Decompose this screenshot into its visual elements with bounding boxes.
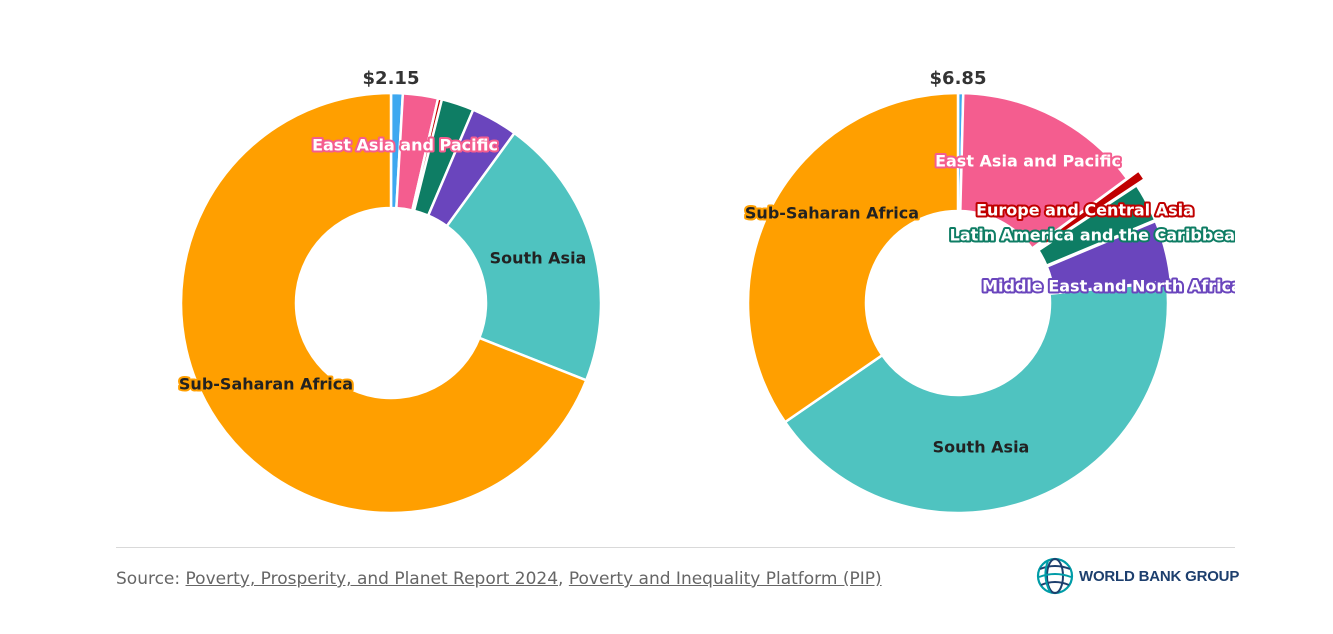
world-bank-logo[interactable]: WORLD BANK GROUP xyxy=(1036,557,1239,595)
donut-chart-1: $2.15 East Asia and Pacific South Asia Sub-… xyxy=(177,68,603,515)
label-sub-saharan-africa: Sub-Saharan Africa xyxy=(745,204,919,223)
source-prefix: Source: xyxy=(116,569,186,589)
label-south-asia: South Asia xyxy=(490,249,587,268)
chart-2-title: $6.85 xyxy=(930,68,987,89)
divider xyxy=(116,547,1235,548)
label-south-asia: South Asia xyxy=(933,438,1030,457)
logo-text: WORLD BANK GROUP xyxy=(1079,567,1240,585)
source-link-report[interactable]: Poverty, Prosperity, and Planet Report 2… xyxy=(185,569,559,589)
source-link-pip[interactable]: Poverty and Inequality Platform (PIP) xyxy=(568,569,882,589)
chart-1-title: $2.15 xyxy=(363,68,420,89)
label-latin-america-and-the-caribbean: Latin America and the Caribbean xyxy=(950,226,1247,245)
slice-sub-saharan-africa[interactable] xyxy=(746,91,960,424)
slice-sub-saharan-africa[interactable] xyxy=(179,91,588,515)
label-sub-saharan-africa: Sub-Saharan Africa xyxy=(179,375,353,394)
slice-south-asia[interactable] xyxy=(445,131,603,382)
label-europe-and-central-asia: Europe and Central Asia xyxy=(976,201,1194,220)
label-east-asia-and-pacific: East Asia and Pacific xyxy=(312,136,498,155)
slice-middle-east-and-north-africa[interactable] xyxy=(1045,219,1173,295)
label-middle-east-and-north-africa: Middle East and North Africa xyxy=(982,277,1242,296)
label-east-asia-and-pacific: East Asia and Pacific xyxy=(935,152,1121,171)
slice-south-asia[interactable] xyxy=(783,280,1170,515)
source-separator: , xyxy=(558,569,569,589)
donut-chart-2: $6.85 East Asia and Pacific Europe and Cen… xyxy=(743,68,1247,515)
slice-east-asia-and-pacific[interactable] xyxy=(959,91,1129,250)
globe-icon xyxy=(1036,557,1074,595)
charts-canvas: $2.15 East Asia and Pacific South Asia Sub-… xyxy=(177,68,1247,515)
source-line: Source: Poverty, Prosperity, and Planet … xyxy=(116,569,882,589)
